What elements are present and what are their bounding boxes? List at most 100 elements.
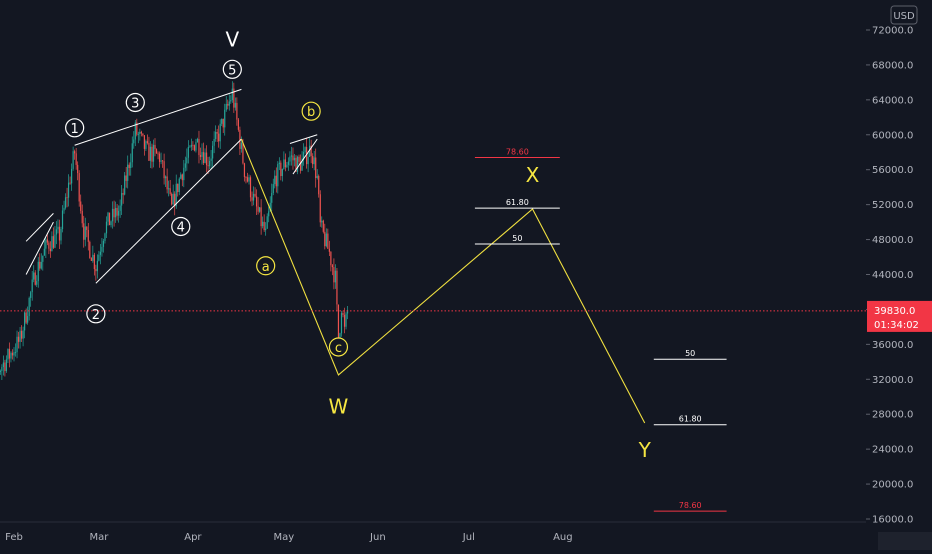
candle-body xyxy=(269,202,271,212)
candle-body xyxy=(289,156,291,162)
candle-body xyxy=(195,142,197,151)
candle-body xyxy=(166,176,168,190)
candle-body xyxy=(122,193,124,195)
currency-label: USD xyxy=(893,11,915,22)
candle-body xyxy=(22,330,24,339)
candle-body xyxy=(284,159,286,168)
candle-body xyxy=(343,314,346,327)
candle-body xyxy=(54,234,56,248)
wave-label: 4 xyxy=(177,220,185,235)
candle-body xyxy=(146,141,149,143)
candle-body xyxy=(184,163,186,168)
candle-body xyxy=(7,348,9,360)
candle-body xyxy=(110,221,112,226)
candle-body xyxy=(163,161,165,179)
fib-level-label: 50 xyxy=(685,349,695,358)
candle-body xyxy=(67,182,70,198)
candle-body xyxy=(84,226,86,240)
candle-body xyxy=(121,193,123,206)
candle-body xyxy=(321,220,323,223)
wave-label: 3 xyxy=(131,96,139,111)
candle-body xyxy=(299,161,302,171)
candle-body xyxy=(11,352,14,356)
candle-body xyxy=(181,174,183,181)
trend-line xyxy=(95,138,242,284)
candle-body xyxy=(318,175,320,195)
wave-label: 2 xyxy=(92,308,100,323)
wave-label-circle xyxy=(65,118,85,138)
candle-body xyxy=(4,362,6,372)
y-tick-label: 72000.0 xyxy=(872,26,913,37)
candle-body xyxy=(116,207,118,216)
wave-label: 1 xyxy=(71,122,79,137)
candle-body xyxy=(213,138,215,146)
candle-body xyxy=(327,233,329,249)
y-tick-label: 48000.0 xyxy=(872,235,913,246)
candle-body xyxy=(101,246,103,252)
candle-body xyxy=(287,161,290,165)
candle-body xyxy=(174,193,176,207)
candle-body xyxy=(71,168,73,184)
candle-body xyxy=(221,118,223,124)
y-tick-label: 16000.0 xyxy=(872,515,913,526)
x-axis[interactable]: Feb Mar Apr May Jun Jul Aug xyxy=(0,521,932,550)
y-tick-label: 60000.0 xyxy=(872,130,913,141)
candle-body xyxy=(49,248,51,252)
candle-body xyxy=(177,183,179,193)
candle-body xyxy=(325,233,327,247)
candle-body xyxy=(293,157,296,161)
candle-body xyxy=(225,103,227,110)
candle-body xyxy=(251,197,253,201)
candle-body xyxy=(202,152,205,164)
candle-body xyxy=(145,141,147,149)
candle-body xyxy=(86,226,88,230)
candle-body xyxy=(10,352,12,359)
y-tick-label: 64000.0 xyxy=(872,95,913,106)
candle-body xyxy=(333,267,335,283)
candle-body xyxy=(222,118,224,128)
candle-body xyxy=(127,164,129,181)
candle-body xyxy=(61,210,64,230)
candle-body xyxy=(312,155,314,165)
candle-body xyxy=(345,313,347,327)
wave-label: V xyxy=(225,28,239,52)
candle-body xyxy=(0,370,1,372)
candle-body xyxy=(60,229,62,241)
candle-body xyxy=(75,153,77,165)
candle-body xyxy=(249,177,252,198)
candle-body xyxy=(263,221,265,231)
candle-body xyxy=(8,348,11,359)
candle-body xyxy=(142,133,144,136)
candle-body xyxy=(19,330,21,342)
candle-body xyxy=(237,119,239,130)
candle-body xyxy=(340,313,343,334)
candle-body xyxy=(242,142,244,164)
candle-body xyxy=(37,261,39,282)
candle-body xyxy=(319,194,321,223)
candle-body xyxy=(134,122,136,140)
wave-label-circle xyxy=(222,59,242,79)
candle-body xyxy=(152,144,155,162)
candle-body xyxy=(5,359,8,372)
candle-body xyxy=(243,163,246,177)
candle-body xyxy=(286,164,288,168)
candle-body xyxy=(98,254,100,261)
candle-body xyxy=(42,255,44,262)
candle-body xyxy=(266,216,268,229)
candle-body xyxy=(192,144,194,146)
candle-body xyxy=(268,211,270,217)
candle-body xyxy=(46,239,48,243)
candle-body xyxy=(124,175,126,195)
candle-body xyxy=(310,145,312,156)
y-axis[interactable]: USD 16000.0 20000.0 24000.0 28000.0 32000.0 36… xyxy=(866,0,932,550)
candle-body xyxy=(136,122,138,135)
candle-body xyxy=(236,102,238,120)
candle-body xyxy=(48,242,50,249)
candle-body xyxy=(95,269,97,272)
candle-body xyxy=(158,153,161,162)
candle-body xyxy=(83,223,85,240)
candle-body xyxy=(172,193,174,205)
candle-body xyxy=(160,160,162,162)
